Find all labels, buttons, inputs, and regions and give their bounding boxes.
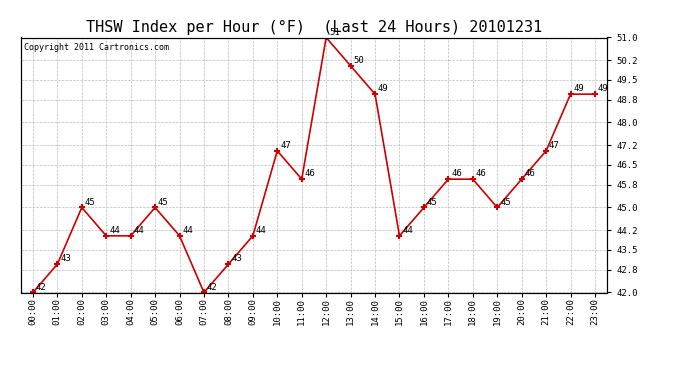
Text: 42: 42 [36, 283, 46, 292]
Text: 44: 44 [255, 226, 266, 235]
Text: 45: 45 [85, 198, 95, 207]
Text: 47: 47 [280, 141, 290, 150]
Text: 44: 44 [402, 226, 413, 235]
Text: 51: 51 [329, 28, 339, 37]
Text: 46: 46 [304, 170, 315, 178]
Text: 49: 49 [378, 84, 388, 93]
Text: 44: 44 [182, 226, 193, 235]
Text: Copyright 2011 Cartronics.com: Copyright 2011 Cartronics.com [23, 43, 168, 52]
Text: 49: 49 [573, 84, 584, 93]
Text: 43: 43 [231, 254, 242, 263]
Text: 44: 44 [109, 226, 120, 235]
Text: 45: 45 [500, 198, 511, 207]
Text: 46: 46 [475, 170, 486, 178]
Text: 45: 45 [426, 198, 437, 207]
Title: THSW Index per Hour (°F)  (Last 24 Hours) 20101231: THSW Index per Hour (°F) (Last 24 Hours)… [86, 20, 542, 35]
Text: 46: 46 [451, 170, 462, 178]
Text: 44: 44 [133, 226, 144, 235]
Text: 49: 49 [598, 84, 609, 93]
Text: 50: 50 [353, 56, 364, 65]
Text: 47: 47 [549, 141, 560, 150]
Text: 43: 43 [60, 254, 71, 263]
Text: 45: 45 [158, 198, 168, 207]
Text: 46: 46 [524, 170, 535, 178]
Text: 42: 42 [207, 283, 217, 292]
